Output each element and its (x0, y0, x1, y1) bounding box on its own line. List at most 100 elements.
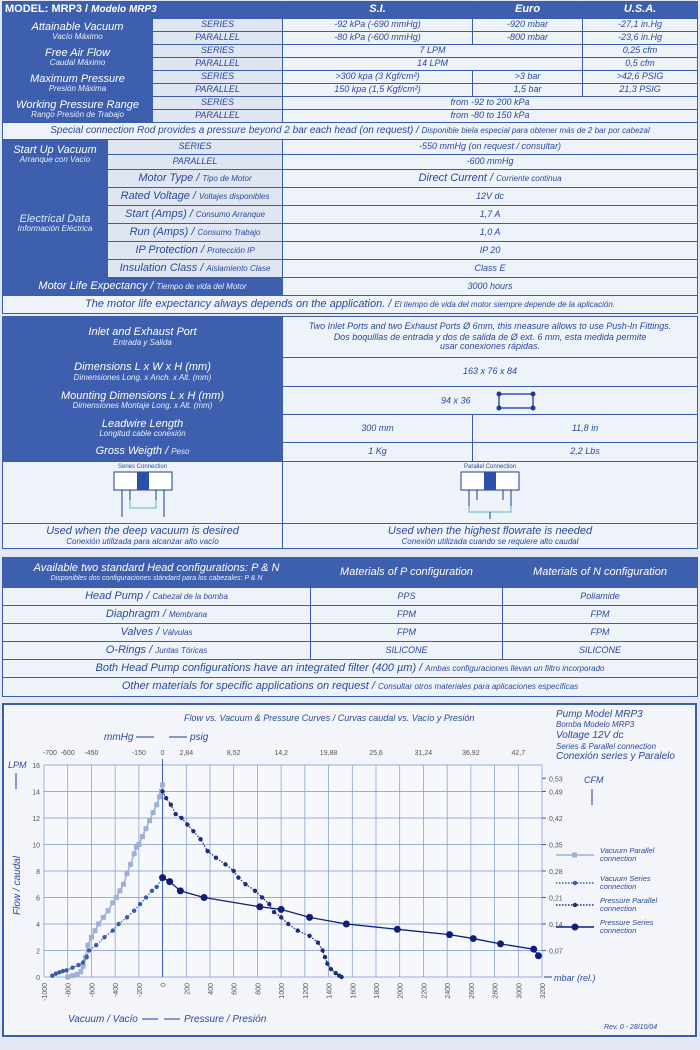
si-value: 150 kpa (1,5 Kgf/cm²) (282, 83, 474, 97)
materials-header: Available two standard Head configuratio… (2, 557, 311, 588)
label-es: Voltajes disponibles (199, 191, 270, 201)
caption-es: Conexión utilizada cuando se requiere al… (401, 536, 579, 546)
data-point (157, 794, 163, 800)
label-en: Electrical Data (19, 212, 91, 225)
legend-marker (571, 923, 579, 931)
data-point (393, 925, 401, 933)
data-point (469, 935, 477, 943)
weight-label: Gross Weigth / Peso (1, 442, 284, 462)
material-row: Head Pump / Cabezal de la bomba PPS Poliam… (2, 587, 698, 606)
label-en: Run (Amps) / (129, 225, 198, 238)
data-point (328, 966, 334, 972)
dimensions-label: Dimensions L x W x H (mm) Dimensiones Lon… (1, 357, 284, 387)
startup-parallel-value: -600 mmHg (282, 154, 699, 170)
other-materials-note: Other materials for specific application… (2, 677, 698, 697)
value-en: Class E (474, 262, 506, 273)
label-en: Diaphragm / (105, 607, 169, 620)
mode-cell: PARALLEL (151, 83, 284, 97)
si-value: -80 kPa (-600 mmHg) (282, 31, 474, 45)
top-tick-label: -150 (132, 750, 146, 757)
electrical-param-label: IP Protection / Protección IP (106, 241, 284, 260)
label-en: Maximum Pressure (30, 72, 125, 85)
x-tick-label: 400 (208, 983, 215, 995)
col-si: S.I. (282, 1, 474, 19)
data-point (271, 909, 277, 915)
spec-row: Working Pressure Range Rango Presión de T… (2, 96, 699, 123)
legend-marker (572, 880, 578, 886)
label-es: Entrada y Salida (113, 337, 172, 347)
legend-marker (572, 902, 578, 908)
data-point (223, 862, 228, 867)
x-tick-label: 3000 (516, 983, 523, 999)
data-point (100, 914, 106, 920)
note-en: The motor life expectancy always depends… (85, 297, 395, 310)
mode-cell: PARALLEL (151, 57, 284, 71)
legend-label: Vacuum Parallel connection (600, 846, 655, 863)
inlet-value: Two Inlet Ports and two Exhaust Ports Ø … (282, 316, 699, 358)
value-en: 12V dc (476, 190, 505, 201)
mounting-value-text: 94 x 36 (441, 394, 471, 405)
spec-label: Free Air Flow Caudal Máximo (2, 44, 153, 71)
weight-imperial: 2,2 Lbs (472, 442, 699, 462)
usa-value: -27,1 in.Hg (582, 18, 699, 32)
model-header: MODEL: MRP3 / Modelo MRP3 (1, 1, 284, 19)
inlet-label: Inlet and Exhaust Port Entrada y Salida (1, 316, 284, 358)
note-en: Special connection Rod provides a pressu… (50, 124, 422, 136)
label-en: Inlet and Exhaust Port (88, 326, 197, 339)
mode-cell: PARALLEL (151, 109, 284, 123)
label-es: Longitud cable conexión (99, 429, 186, 439)
y-tick-label: 8 (36, 869, 40, 876)
data-point (131, 908, 137, 913)
electrical-row: Electrical Data Información Eléctrica Moto… (2, 169, 699, 278)
data-point (166, 878, 174, 886)
value-en: 1,0 A (479, 226, 501, 237)
data-point (60, 968, 66, 974)
x-tick-label: 2600 (469, 983, 476, 999)
material-part: O-Rings / Juntas Tóricas (2, 641, 311, 660)
spec-label: Attainable Vacuum Vacío Máximo (2, 18, 153, 45)
pump-info: Pump Model MRP3 (556, 709, 643, 720)
note-es: Ambas configuraciones llevan un filtro i… (425, 663, 605, 673)
data-point (110, 900, 116, 906)
top-tick-label: 19,88 (320, 750, 338, 757)
data-point (278, 915, 284, 920)
si-value: >300 kpa (3 Kgf/cm²) (282, 70, 474, 84)
data-point (267, 901, 272, 907)
electrical-param-value: 1,0 A (282, 223, 699, 242)
data-point (143, 826, 149, 832)
top-tick-label: 31,24 (415, 750, 433, 757)
data-point (530, 945, 538, 953)
electrical-param-label: Motor Type / Tipo de Motor (106, 169, 284, 188)
chart-title: Flow vs. Vacuum & Pressure Curves / Curv… (184, 713, 474, 723)
data-point (149, 888, 155, 894)
x-tick-label: 2000 (398, 983, 405, 999)
parallel-diagram-cell: Parallel Connection (282, 461, 699, 524)
data-point (277, 905, 285, 913)
spec-row: PARALLEL 14 LPM 0,5 cfm (3, 57, 699, 71)
data-point (70, 965, 75, 970)
usa-value: 21,3 PSIG (582, 83, 699, 97)
label-es: Tipo de Motor (202, 173, 252, 183)
p-material: FPM (310, 623, 503, 642)
electrical-param-label: Run (Amps) / Consumo Trabajo (106, 223, 284, 242)
mounting-value: 94 x 36 (282, 386, 699, 415)
y-tick-label: 10 (32, 843, 40, 850)
pump-info: Series & Parallel connection (556, 742, 657, 751)
data-point (131, 851, 137, 857)
top-tick-label: 2,84 (179, 750, 193, 757)
electrical-param-value: Class E (282, 259, 699, 278)
label-es: Dimensiones Montaje Long. x Alt. (mm) (72, 401, 213, 411)
data-point (185, 822, 190, 827)
special-connection-note: Special connection Rod provides a pressu… (1, 122, 699, 140)
label-en: Free Air Flow (45, 46, 110, 59)
note-es: Consultar otros materiales para aplicaci… (378, 682, 579, 692)
data-point (259, 895, 265, 900)
caption-en: Used when the deep vacuum is desired (46, 525, 239, 538)
electrical-param-label: Rated Voltage / Voltajes disponibles (106, 187, 284, 206)
usa-value: 0,5 cfm (582, 57, 699, 71)
label-en: IP Protection / (135, 243, 208, 256)
data-point (168, 802, 174, 807)
x-tick-label: -600 (89, 983, 96, 997)
data-point (117, 888, 123, 894)
cfm-tick-label: 0,53 (549, 776, 563, 783)
